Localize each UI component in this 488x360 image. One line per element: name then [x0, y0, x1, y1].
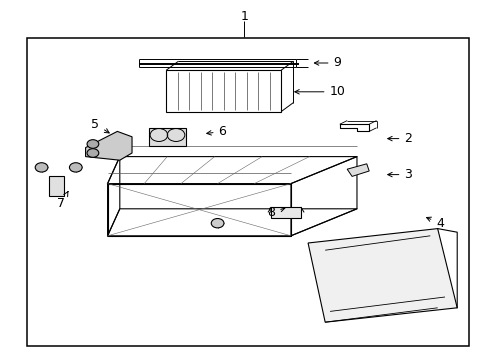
Text: 6: 6 — [206, 125, 226, 138]
Text: 2: 2 — [387, 132, 411, 145]
Circle shape — [211, 219, 224, 228]
Bar — [166, 70, 281, 112]
Polygon shape — [346, 164, 368, 176]
Text: 1: 1 — [240, 10, 248, 23]
Polygon shape — [307, 229, 456, 322]
Polygon shape — [85, 131, 132, 160]
Circle shape — [69, 163, 82, 172]
Circle shape — [87, 140, 99, 148]
Text: 8: 8 — [267, 206, 284, 219]
Bar — [49, 176, 63, 196]
Circle shape — [35, 163, 48, 172]
Text: 7: 7 — [57, 192, 68, 210]
Text: 5: 5 — [91, 118, 109, 133]
Polygon shape — [149, 128, 185, 146]
Polygon shape — [271, 207, 300, 218]
Text: 4: 4 — [426, 217, 443, 230]
Text: 9: 9 — [314, 57, 341, 69]
Bar — [27, 38, 468, 346]
Circle shape — [87, 149, 99, 157]
Text: 3: 3 — [387, 168, 411, 181]
Text: 10: 10 — [294, 85, 345, 98]
